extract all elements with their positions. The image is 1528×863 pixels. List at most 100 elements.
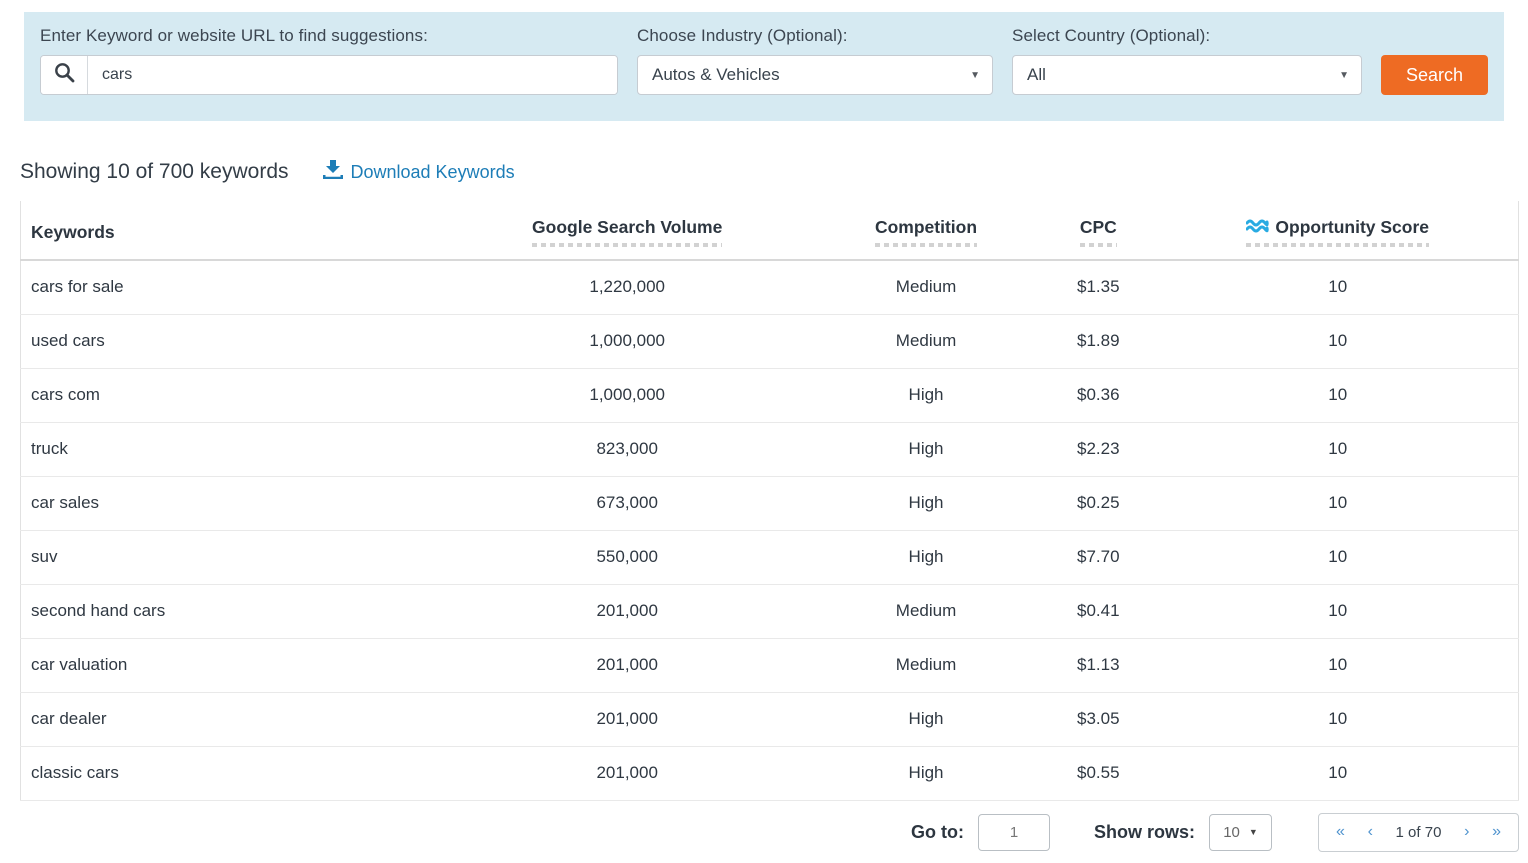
search-volume-cell: 201,000 — [441, 584, 813, 639]
table-row[interactable]: classic cars 201,000 High $0.55 10 — [20, 746, 1519, 801]
first-page-button[interactable]: « — [1336, 823, 1345, 840]
table-row[interactable]: truck 823,000 High $2.23 10 — [20, 422, 1519, 477]
keyword-cell: used cars — [20, 314, 442, 369]
search-icon-button[interactable] — [41, 56, 88, 94]
table-row[interactable]: used cars 1,000,000 Medium $1.89 10 — [20, 314, 1519, 369]
competition-cell: Medium — [812, 638, 1040, 693]
sort-indicator — [874, 243, 978, 247]
opportunity-score-cell: 10 — [1157, 692, 1519, 747]
industry-select-value: Autos & Vehicles — [652, 65, 780, 84]
chevron-down-icon: ▼ — [1248, 827, 1258, 837]
search-button[interactable]: Search — [1381, 55, 1488, 95]
results-bar: Showing 10 of 700 keywords Download Keyw… — [20, 160, 1504, 184]
cpc-cell: $1.35 — [1039, 260, 1158, 315]
keyword-cell: cars com — [20, 368, 442, 423]
table-row[interactable]: second hand cars 201,000 Medium $0.41 10 — [20, 584, 1519, 639]
cpc-cell: $0.25 — [1039, 476, 1158, 531]
country-select[interactable]: All ▼ — [1012, 55, 1362, 95]
keyword-cell: second hand cars — [20, 584, 442, 639]
results-summary: Showing 10 of 700 keywords — [20, 160, 289, 183]
cpc-cell: $3.05 — [1039, 692, 1158, 747]
keyword-field-label: Enter Keyword or website URL to find sug… — [40, 26, 428, 45]
search-volume-cell: 1,000,000 — [441, 314, 813, 369]
search-volume-cell: 550,000 — [441, 530, 813, 585]
sort-indicator — [1246, 243, 1430, 247]
header-search-volume[interactable]: Google Search Volume — [441, 201, 813, 261]
last-page-button[interactable]: » — [1492, 823, 1501, 840]
download-icon — [322, 160, 343, 184]
goto-page-input[interactable] — [977, 813, 1050, 851]
download-link-label: Download Keywords — [350, 161, 515, 182]
industry-select[interactable]: Autos & Vehicles ▼ — [637, 55, 993, 95]
keyword-cell: car dealer — [20, 692, 442, 747]
search-volume-cell: 201,000 — [441, 638, 813, 693]
search-volume-cell: 201,000 — [441, 746, 813, 801]
show-rows-label: Show rows: — [1093, 821, 1195, 842]
cpc-cell: $7.70 — [1039, 530, 1158, 585]
table-row[interactable]: suv 550,000 High $7.70 10 — [20, 530, 1519, 585]
search-volume-cell: 1,220,000 — [441, 260, 813, 315]
keyword-input[interactable] — [88, 56, 617, 94]
competition-cell: High — [812, 476, 1040, 531]
competition-cell: High — [812, 422, 1040, 477]
cpc-cell: $1.13 — [1039, 638, 1158, 693]
table-row[interactable]: car valuation 201,000 Medium $1.13 10 — [20, 638, 1519, 693]
keyword-cell: suv — [20, 530, 442, 585]
search-panel: Enter Keyword or website URL to find sug… — [24, 12, 1504, 121]
table-row[interactable]: cars for sale 1,220,000 Medium $1.35 10 — [20, 260, 1519, 315]
header-keywords: Keywords — [20, 201, 442, 261]
competition-cell: Medium — [812, 314, 1040, 369]
opportunity-score-cell: 10 — [1157, 368, 1519, 423]
competition-cell: High — [812, 692, 1040, 747]
industry-field: Choose Industry (Optional): Autos & Vehi… — [637, 26, 993, 95]
cpc-cell: $1.89 — [1039, 314, 1158, 369]
opportunity-score-cell: 10 — [1157, 422, 1519, 477]
next-page-button[interactable]: › — [1464, 823, 1470, 840]
table-row[interactable]: car sales 673,000 High $0.25 10 — [20, 476, 1519, 531]
industry-field-label: Choose Industry (Optional): — [637, 26, 848, 45]
download-keywords-link[interactable]: Download Keywords — [322, 160, 515, 184]
pagination: « ‹ 1 of 70 › » — [1318, 812, 1519, 852]
prev-page-button[interactable]: ‹ — [1367, 823, 1373, 840]
table-footer: Go to: Show rows: 10 ▼ « ‹ 1 of 70 › » — [20, 812, 1519, 852]
cpc-cell: $0.55 — [1039, 746, 1158, 801]
cpc-cell: $2.23 — [1039, 422, 1158, 477]
opportunity-score-cell: 10 — [1157, 530, 1519, 585]
table-header-row: Keywords Google Search Volume Competitio… — [20, 201, 1519, 261]
header-cpc[interactable]: CPC — [1039, 201, 1158, 261]
competition-cell: Medium — [812, 584, 1040, 639]
competition-cell: Medium — [812, 260, 1040, 315]
search-volume-cell: 201,000 — [441, 692, 813, 747]
search-volume-cell: 823,000 — [441, 422, 813, 477]
keyword-field: Enter Keyword or website URL to find sug… — [40, 26, 618, 95]
keyword-table: Keywords Google Search Volume Competitio… — [20, 201, 1519, 801]
page-status: 1 of 70 — [1395, 823, 1442, 841]
search-icon — [54, 62, 75, 88]
goto-label: Go to: — [911, 821, 964, 842]
chevron-down-icon: ▼ — [1339, 69, 1349, 81]
country-field-label: Select Country (Optional): — [1012, 26, 1211, 45]
keyword-cell: car sales — [20, 476, 442, 531]
opportunity-score-cell: 10 — [1157, 746, 1519, 801]
table-row[interactable]: car dealer 201,000 High $3.05 10 — [20, 692, 1519, 747]
table-row[interactable]: cars com 1,000,000 High $0.36 10 — [20, 368, 1519, 423]
country-select-value: All — [1027, 65, 1046, 84]
competition-cell: High — [812, 530, 1040, 585]
competition-cell: High — [812, 368, 1040, 423]
search-volume-cell: 673,000 — [441, 476, 813, 531]
opportunity-score-cell: 10 — [1157, 314, 1519, 369]
opportunity-score-cell: 10 — [1157, 476, 1519, 531]
keyword-cell: classic cars — [20, 746, 442, 801]
opportunity-score-cell: 10 — [1157, 638, 1519, 693]
header-opportunity-score[interactable]: Opportunity Score — [1157, 201, 1519, 261]
keyword-input-group — [40, 55, 618, 95]
cpc-cell: $0.41 — [1039, 584, 1158, 639]
keyword-cell: cars for sale — [20, 260, 442, 315]
sort-indicator — [532, 243, 723, 247]
header-competition[interactable]: Competition — [812, 201, 1040, 261]
keyword-cell: truck — [20, 422, 442, 477]
show-rows-value: 10 — [1223, 823, 1240, 841]
show-rows-select[interactable]: 10 ▼ — [1209, 813, 1272, 851]
country-field: Select Country (Optional): All ▼ — [1012, 26, 1362, 95]
competition-cell: High — [812, 746, 1040, 801]
